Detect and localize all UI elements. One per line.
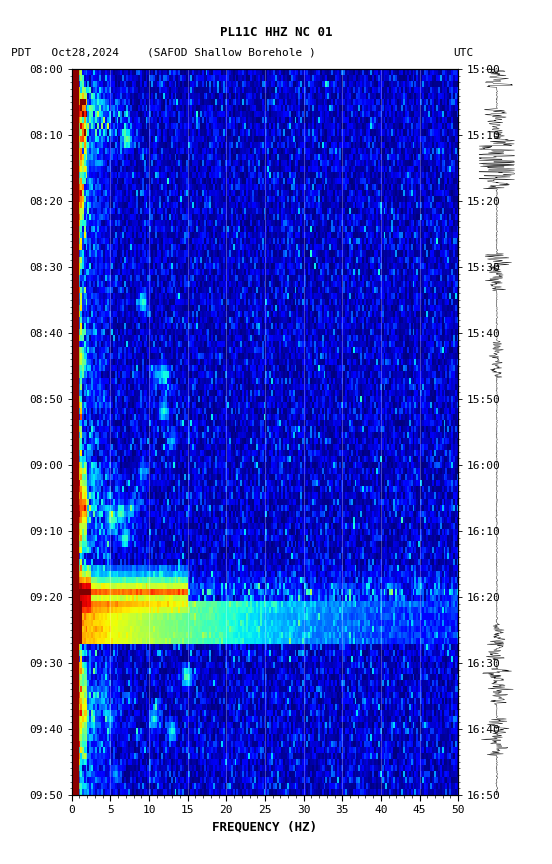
X-axis label: FREQUENCY (HZ): FREQUENCY (HZ) [213, 821, 317, 834]
Text: (SAFOD Shallow Borehole ): (SAFOD Shallow Borehole ) [147, 48, 316, 58]
Bar [68, 69, 78, 795]
Text: PDT   Oct28,2024: PDT Oct28,2024 [11, 48, 119, 58]
Text: UTC: UTC [454, 48, 474, 58]
Text: PL11C HHZ NC 01: PL11C HHZ NC 01 [220, 26, 332, 39]
